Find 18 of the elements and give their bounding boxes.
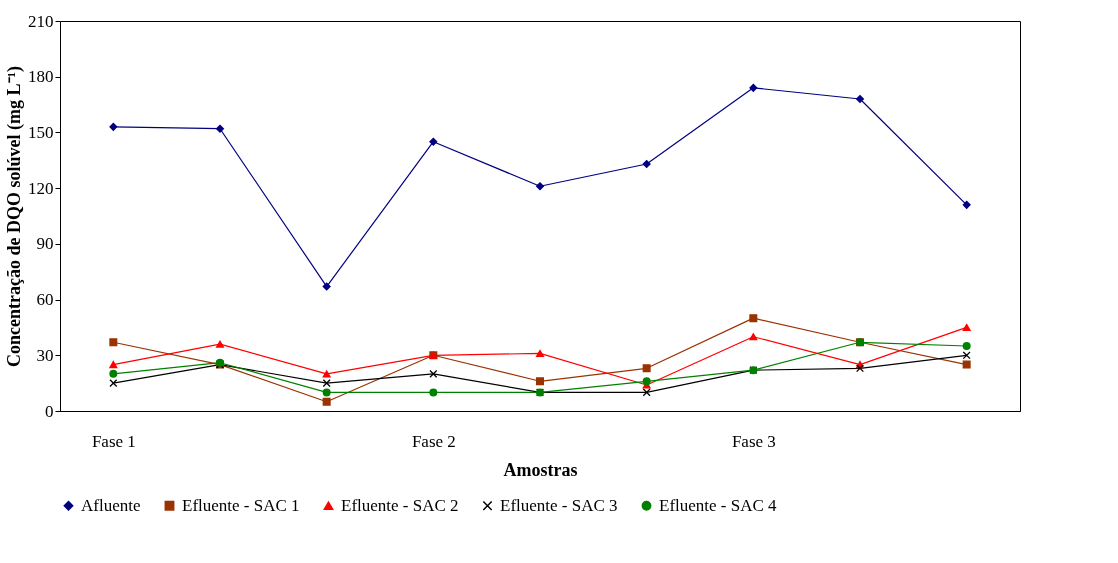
y-tick-label: 30	[36, 345, 54, 365]
legend-label: Efluente - SAC 4	[659, 495, 778, 515]
legend-label: Afluente	[81, 495, 141, 515]
y-tick-label: 60	[36, 290, 54, 310]
x-tick-label: Fase 3	[731, 431, 776, 451]
x-tick-label: Fase 2	[411, 431, 456, 451]
legend-label: Efluente - SAC 3	[500, 495, 618, 515]
legend-label: Efluente - SAC 1	[182, 495, 300, 515]
legend-label: Efluente - SAC 2	[341, 495, 459, 515]
y-tick-label: 0	[45, 401, 54, 421]
y-tick-label: 150	[28, 122, 54, 142]
y-tick-label: 90	[36, 234, 54, 254]
y-tick-label: 210	[28, 11, 54, 31]
x-axis-title: Amostras	[503, 459, 578, 480]
y-tick-label: 180	[28, 67, 54, 87]
x-tick-label: Fase 1	[91, 431, 136, 451]
y-axis-title: Concentração de DQO solúvel (mg L⁻¹)	[4, 66, 25, 367]
y-tick-label: 120	[28, 178, 54, 198]
